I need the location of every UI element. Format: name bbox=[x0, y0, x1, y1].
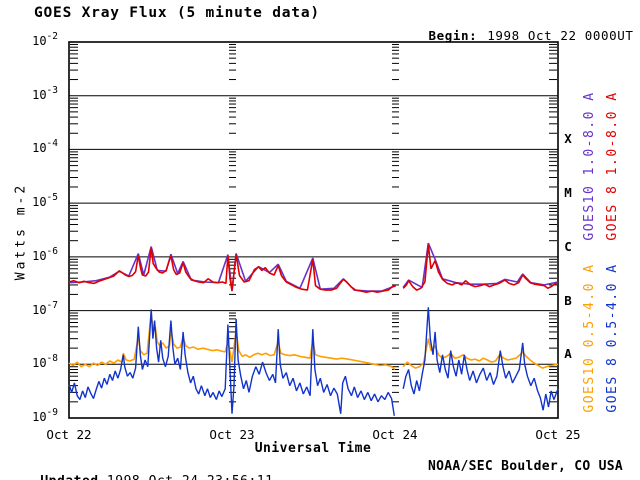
y-tick-label: 10-3 bbox=[32, 84, 58, 102]
y-tick-label: 10-4 bbox=[32, 138, 58, 156]
begin-label: Begin: bbox=[428, 28, 478, 43]
begin-value: 1998 Oct 22 0000UT bbox=[487, 28, 634, 43]
x-tick-label: Oct 23 bbox=[209, 427, 255, 442]
y-tick-label: 10-8 bbox=[32, 353, 58, 371]
y-tick-label: 10-9 bbox=[32, 407, 58, 424]
series-goes-8-0-5-4-0-a bbox=[68, 307, 559, 416]
credit-text: NOAA/SEC Boulder, CO USA bbox=[428, 459, 624, 474]
x-tick-label: Oct 25 bbox=[535, 427, 581, 442]
x-tick-label: Oct 22 bbox=[46, 427, 92, 442]
plot-frame bbox=[68, 41, 559, 419]
flare-class-b: B bbox=[564, 292, 572, 308]
y-tick-label: 10-6 bbox=[32, 245, 58, 263]
updated-label: Updated bbox=[40, 474, 98, 480]
begin-line: Begin: 1998 Oct 22 0000UT bbox=[396, 13, 634, 58]
updated-value: 1998 Oct 24 23:56:11 bbox=[99, 474, 274, 480]
flare-class-m: M bbox=[564, 185, 572, 201]
y-tick-label: 10-2 bbox=[32, 31, 58, 48]
y-tick-label: 10-5 bbox=[32, 192, 58, 210]
series-goes-8-1-0-8-0-a bbox=[68, 244, 559, 293]
legend-goes10-long: GOES10 1.0-8.0 A bbox=[582, 91, 597, 241]
legend-goes8-long: GOES 8 1.0-8.0 A bbox=[605, 91, 620, 241]
x-tick-label: Oct 24 bbox=[372, 427, 418, 442]
flare-class-a: A bbox=[564, 346, 572, 362]
chart-title: GOES Xray Flux (5 minute data) bbox=[34, 5, 320, 21]
flare-class-x: X bbox=[564, 131, 572, 147]
legend-goes10-short: GOES10 0.5-4.0 A bbox=[582, 263, 597, 413]
y-tick-label: 10-7 bbox=[32, 299, 58, 317]
flare-class-c: C bbox=[564, 238, 572, 254]
legend-goes8-short: GOES 8 0.5-4.0 A bbox=[605, 263, 620, 413]
y-axis-label: Watts m-2 bbox=[13, 182, 29, 281]
updated-line: Updated 1998 Oct 24 23:56:11 bbox=[7, 459, 273, 480]
x-axis-label: Universal Time bbox=[254, 441, 372, 456]
